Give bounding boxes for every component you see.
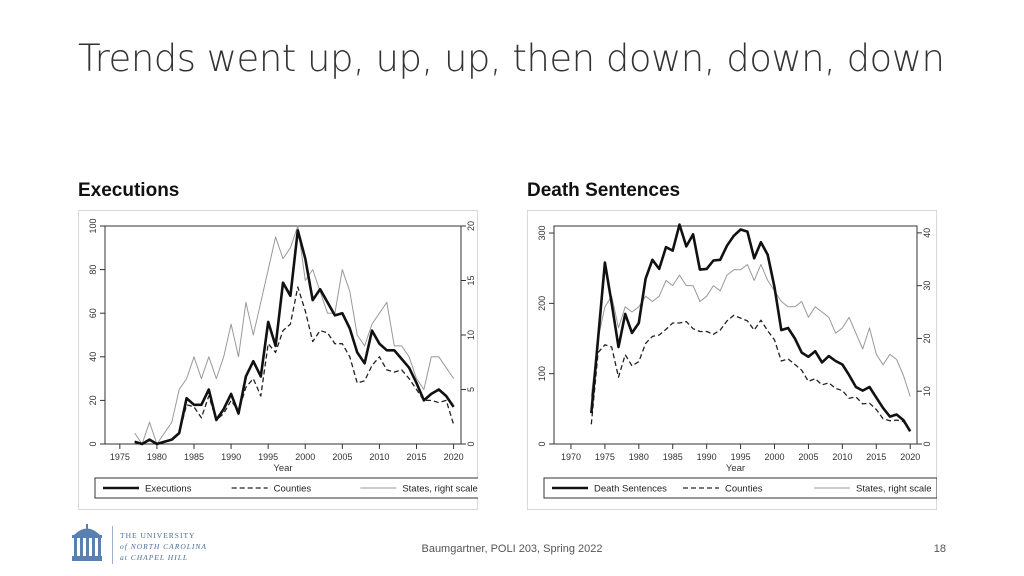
executions-xtick-label: 2000 [295,452,315,462]
executions-legend [94,477,478,499]
logo-line-3: at CHAPEL HILL [120,553,189,562]
death-sentences-plot-area [553,225,918,445]
executions-plot-area [104,225,462,445]
death-sentences-xtick-label: 2000 [764,452,784,462]
executions-ytick-left-label: 0 [88,441,98,446]
death-sentences-ytick-right-label: 30 [922,281,932,291]
executions-series-states-right-scale [134,225,455,445]
death-sentences-ytick-left-label: 200 [537,296,547,311]
death-sentences-legend-label-counties: Counties [725,484,763,495]
executions-xtick-label: 2005 [332,452,352,462]
death-sentences-xtick-label: 1995 [731,452,751,462]
executions-ytick-left-label: 60 [88,308,98,318]
death-sentences-xtick-label: 1990 [697,452,717,462]
executions-xtick-label: 1985 [184,452,204,462]
old-well-icon [72,524,102,561]
executions-series-executions [134,229,455,446]
death-sentences-ytick-right-label: 20 [922,333,932,343]
executions-xtick-label: 1980 [147,452,167,462]
death-sentences-ytick-left-label: 100 [537,366,547,381]
executions-xtick-label: 2015 [406,452,426,462]
death-sentences-xtick-label: 2010 [832,452,852,462]
death-sentences-series-death-sentences [590,223,912,432]
executions-ytick-left-label: 100 [88,218,98,233]
death-sentences-xaxis-label: Year [726,463,745,474]
executions-xtick-label: 1990 [221,452,241,462]
death-sentences-ytick-left-label: 0 [537,441,547,446]
death-sentences-xtick-label: 2020 [900,452,920,462]
death-sentences-chart: 0 100 200 300 0 10 20 30 40 1970 1975 1980 1985 1990 1… [527,210,937,510]
page-number: 18 [933,543,946,555]
death-sentences-xtick-label: 2015 [866,452,886,462]
death-sentences-legend-label-death-sentences: Death Sentences [594,484,667,495]
death-sentences-series-counties [590,314,911,432]
executions-series-counties [134,286,455,445]
death-sentences-ytick-left-label: 300 [537,226,547,241]
executions-xtick-label: 2010 [369,452,389,462]
executions-xaxis-label: Year [273,463,292,474]
executions-chart: 0 20 40 60 80 100 0 5 10 15 20 1975 1980 1985 1990 1995… [78,210,478,510]
logo-divider [112,526,113,564]
slide-title: Trends went up, up, up, then down, down,… [78,37,945,80]
unc-logo: THE UNIVERSITY of NORTH CAROLINA at CHAP… [68,522,218,568]
executions-ytick-left-label: 80 [88,265,98,275]
executions-xtick-label: 1975 [110,452,130,462]
executions-ytick-right-label: 15 [466,275,476,285]
executions-legend-label-executions: Executions [145,484,192,495]
logo-line-2: of NORTH CAROLINA [120,542,208,551]
death-sentences-ytick-right-label: 40 [922,228,932,238]
executions-ytick-right-label: 0 [466,441,476,446]
death-sentences-series-states-right-scale [590,264,911,397]
death-sentences-legend [543,477,937,499]
executions-xtick-label: 2020 [444,452,464,462]
executions-ytick-right-label: 10 [466,330,476,340]
death-sentences-ytick-right-label: 0 [922,441,932,446]
death-sentences-xtick-label: 2005 [798,452,818,462]
executions-ytick-right-label: 5 [466,387,476,392]
executions-ytick-left-label: 20 [88,395,98,405]
footer-credit: Baumgartner, POLI 203, Spring 2022 [421,543,603,555]
death-sentences-heading: Death Sentences [527,180,681,201]
death-sentences-xtick-label: 1980 [629,452,649,462]
death-sentences-legend-label-states-right-scale: States, right scale [856,484,932,495]
death-sentences-xtick-label: 1985 [663,452,683,462]
death-sentences-ytick-right-label: 10 [922,386,932,396]
executions-xtick-label: 1995 [258,452,278,462]
death-sentences-xtick-label: 1975 [595,452,615,462]
executions-ytick-left-label: 40 [88,352,98,362]
executions-heading: Executions [78,180,180,201]
executions-legend-label-states-right-scale: States, right scale [402,484,478,495]
executions-ytick-right-label: 20 [466,221,476,231]
death-sentences-xtick-label: 1970 [561,452,581,462]
logo-line-1: THE UNIVERSITY [120,531,196,540]
executions-legend-label-counties: Counties [274,484,312,495]
